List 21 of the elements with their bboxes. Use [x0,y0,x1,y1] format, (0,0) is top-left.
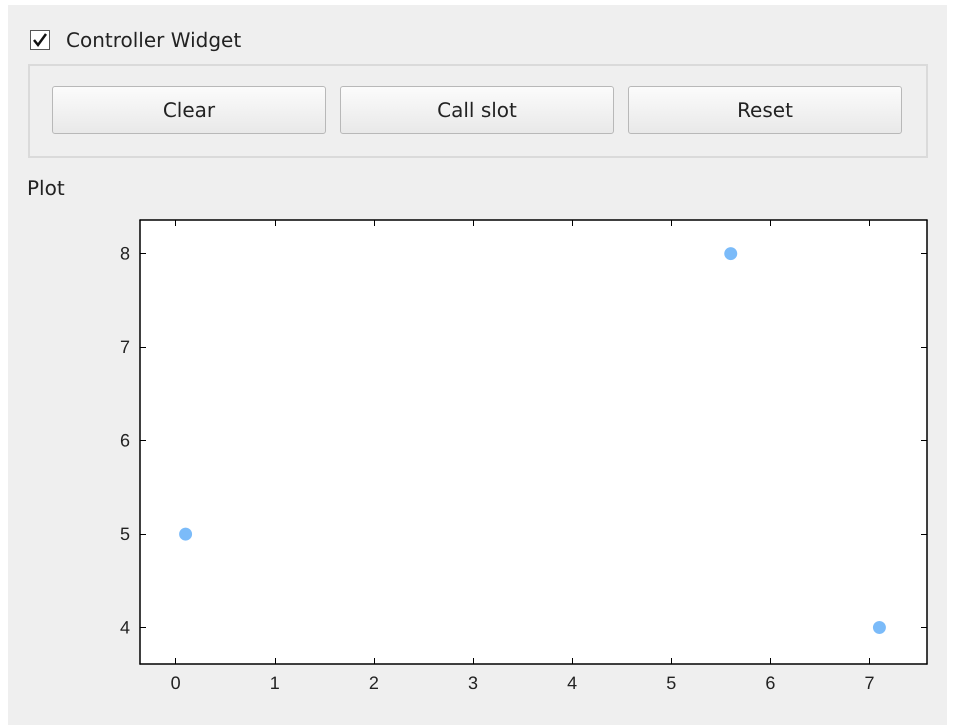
x-tick-label: 7 [864,673,875,693]
x-tick-label: 6 [765,673,776,693]
x-tick-label: 0 [170,673,181,693]
x-tick-label: 1 [270,673,280,693]
y-tick-label: 6 [120,430,130,451]
y-tick-label: 5 [120,524,130,544]
button: Clear [52,86,326,134]
text: Controller Widget [66,28,242,52]
y-tick-label: 8 [120,244,130,264]
button: Reset [628,86,902,134]
button: Call slot [340,86,614,134]
y-tick-label: 7 [120,337,130,358]
point [724,247,738,260]
x-tick-label: 4 [567,673,578,693]
point [179,528,192,541]
x-tick-label: 2 [368,673,379,693]
x-tick-label: 3 [468,673,478,693]
point [872,621,886,634]
y-tick-label: 4 [120,618,130,638]
x-tick-label: 5 [666,673,676,693]
chart-title: Plot [27,176,65,200]
